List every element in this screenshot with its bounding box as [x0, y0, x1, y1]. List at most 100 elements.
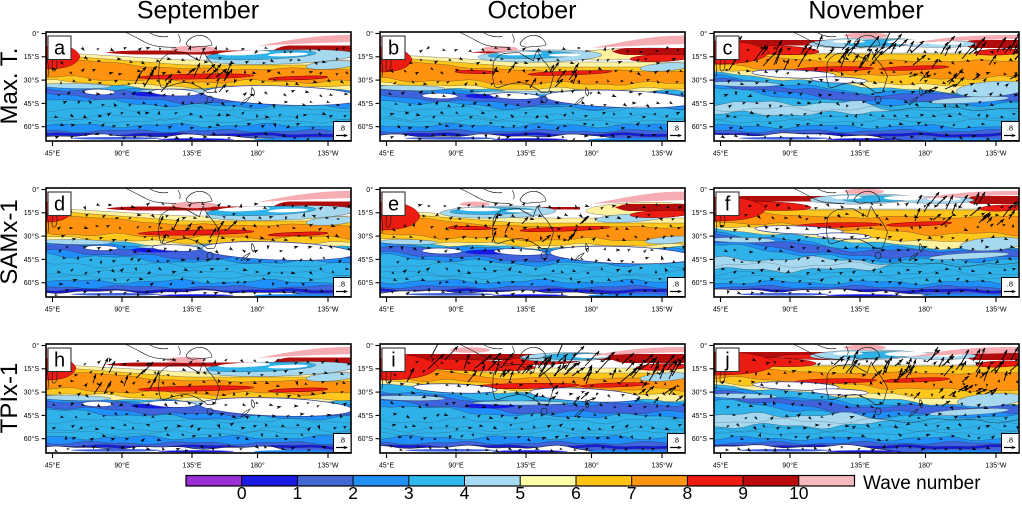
svg-text:135°W: 135°W [985, 150, 1006, 158]
svg-text:10: 10 [789, 483, 809, 500]
svg-text:180°: 180° [584, 150, 599, 158]
svg-text:15°S: 15°S [24, 209, 40, 217]
svg-text:90°E: 90°E [114, 306, 130, 314]
svg-text:60°S: 60°S [24, 435, 40, 443]
svg-text:i: i [391, 350, 395, 372]
svg-text:.8: .8 [339, 436, 345, 445]
svg-text:180°: 180° [918, 150, 933, 158]
svg-text:135°E: 135°E [516, 306, 535, 314]
svg-text:45°E: 45°E [379, 150, 395, 158]
svg-text:45°S: 45°S [358, 256, 374, 264]
svg-text:30°S: 30°S [358, 389, 374, 397]
svg-text:.8: .8 [1007, 124, 1013, 133]
svg-text:180°: 180° [584, 462, 599, 470]
svg-text:0°: 0° [366, 186, 373, 194]
svg-text:90°E: 90°E [448, 306, 464, 314]
svg-text:135°W: 135°W [985, 462, 1006, 470]
svg-text:September: September [137, 0, 259, 25]
svg-text:c: c [723, 38, 733, 60]
svg-text:15°S: 15°S [692, 209, 708, 217]
svg-text:60°S: 60°S [692, 279, 708, 287]
svg-text:15°S: 15°S [358, 365, 374, 373]
svg-text:30°S: 30°S [24, 389, 40, 397]
svg-text:Max. T.: Max. T. [0, 48, 23, 125]
svg-text:5: 5 [515, 483, 525, 500]
svg-text:135°W: 135°W [317, 150, 338, 158]
svg-text:135°E: 135°E [182, 306, 201, 314]
svg-text:90°E: 90°E [448, 150, 464, 158]
svg-text:90°E: 90°E [114, 462, 130, 470]
svg-text:.8: .8 [1007, 280, 1013, 289]
svg-text:45°E: 45°E [45, 306, 61, 314]
svg-text:30°S: 30°S [24, 77, 40, 85]
svg-text:180°: 180° [918, 462, 933, 470]
svg-text:45°E: 45°E [45, 150, 61, 158]
svg-text:90°E: 90°E [782, 150, 798, 158]
svg-text:15°S: 15°S [24, 53, 40, 61]
svg-text:30°S: 30°S [358, 77, 374, 85]
svg-text:8: 8 [683, 483, 693, 500]
svg-text:60°S: 60°S [358, 435, 374, 443]
svg-text:60°S: 60°S [692, 123, 708, 131]
svg-text:.8: .8 [673, 436, 679, 445]
svg-text:7: 7 [627, 483, 637, 500]
svg-text:15°S: 15°S [358, 209, 374, 217]
svg-text:45°S: 45°S [358, 100, 374, 108]
svg-text:135°E: 135°E [850, 150, 869, 158]
svg-text:0: 0 [237, 483, 247, 500]
svg-text:60°S: 60°S [24, 279, 40, 287]
svg-text:15°S: 15°S [24, 365, 40, 373]
svg-text:135°E: 135°E [850, 306, 869, 314]
svg-text:9: 9 [738, 483, 748, 500]
svg-text:0°: 0° [32, 186, 39, 194]
svg-text:2: 2 [348, 483, 358, 500]
svg-text:j: j [724, 350, 729, 372]
svg-text:0°: 0° [366, 342, 373, 350]
svg-text:45°S: 45°S [24, 100, 40, 108]
svg-text:.8: .8 [339, 124, 345, 133]
svg-text:.8: .8 [673, 280, 679, 289]
svg-text:November: November [808, 0, 923, 25]
svg-text:180°: 180° [250, 462, 265, 470]
svg-text:TPIx-1: TPIx-1 [0, 363, 23, 434]
svg-text:135°W: 135°W [985, 306, 1006, 314]
svg-text:.8: .8 [1007, 436, 1013, 445]
svg-text:45°S: 45°S [358, 412, 374, 420]
svg-text:180°: 180° [250, 306, 265, 314]
svg-text:October: October [488, 0, 577, 25]
svg-text:180°: 180° [250, 150, 265, 158]
svg-text:45°S: 45°S [692, 412, 708, 420]
svg-text:135°E: 135°E [516, 150, 535, 158]
svg-text:90°E: 90°E [782, 306, 798, 314]
svg-text:SAMx-1: SAMx-1 [0, 199, 23, 284]
svg-text:15°S: 15°S [692, 365, 708, 373]
svg-text:30°S: 30°S [692, 389, 708, 397]
svg-text:60°S: 60°S [24, 123, 40, 131]
svg-text:135°W: 135°W [317, 462, 338, 470]
svg-text:60°S: 60°S [692, 435, 708, 443]
svg-text:180°: 180° [584, 306, 599, 314]
svg-text:60°S: 60°S [358, 279, 374, 287]
svg-text:90°E: 90°E [448, 462, 464, 470]
svg-text:45°E: 45°E [379, 462, 395, 470]
svg-text:135°W: 135°W [651, 462, 672, 470]
svg-text:0°: 0° [700, 30, 707, 38]
svg-text:a: a [54, 38, 66, 60]
svg-text:30°S: 30°S [24, 233, 40, 241]
svg-text:45°S: 45°S [24, 256, 40, 264]
svg-text:b: b [388, 38, 399, 60]
svg-text:135°E: 135°E [182, 462, 201, 470]
svg-text:0°: 0° [32, 30, 39, 38]
svg-text:4: 4 [460, 483, 470, 500]
svg-text:15°S: 15°S [692, 53, 708, 61]
svg-text:90°E: 90°E [114, 150, 130, 158]
svg-text:45°S: 45°S [24, 412, 40, 420]
svg-text:f: f [725, 194, 731, 216]
svg-text:6: 6 [571, 483, 581, 500]
svg-text:135°W: 135°W [317, 306, 338, 314]
svg-text:1: 1 [293, 483, 303, 500]
svg-text:135°E: 135°E [516, 462, 535, 470]
svg-text:45°E: 45°E [713, 150, 729, 158]
svg-text:45°S: 45°S [692, 256, 708, 264]
svg-text:135°E: 135°E [850, 462, 869, 470]
